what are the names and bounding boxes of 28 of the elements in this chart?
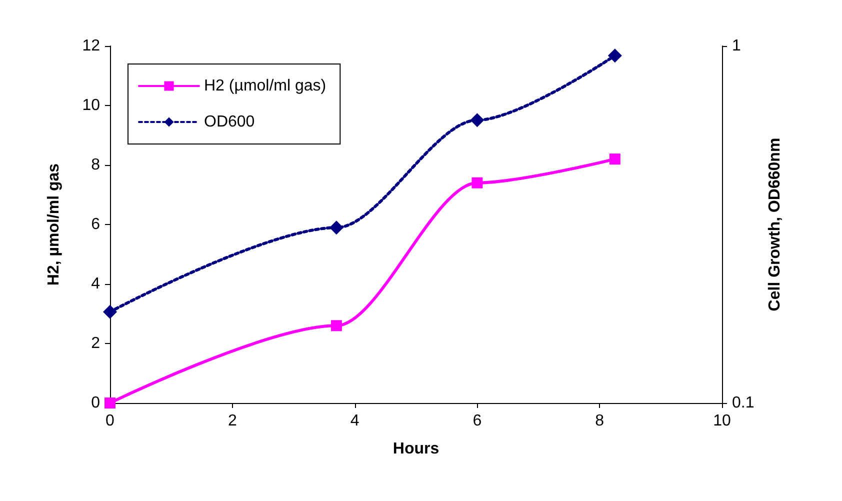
y-axis-title: H2, µmol/ml gas (46, 163, 62, 286)
point (472, 177, 483, 188)
x-tick-label: 6 (472, 412, 482, 430)
y-tick-label: 2 (91, 335, 100, 352)
y-tick-label: 0 (91, 394, 100, 412)
x-axis-title: Hours (392, 440, 440, 458)
point (608, 48, 622, 63)
y-tick-label: 6 (91, 216, 100, 233)
y2-tick-label: 0.1 (732, 394, 754, 412)
x-tick-label: 8 (595, 412, 604, 430)
y-tick-label: 4 (91, 276, 100, 292)
point (103, 304, 117, 319)
x-tick-label: 2 (228, 412, 237, 430)
y-tick-label: 12 (82, 38, 100, 54)
x-tick-label: 0 (106, 412, 115, 430)
point (104, 398, 116, 408)
legend-label: OD600 (204, 114, 255, 130)
legend-label: H2 (µmol/ml gas) (204, 78, 326, 94)
point (329, 220, 344, 235)
y2-axis-title: Cell Growth, OD660nm (766, 138, 784, 312)
x-tick-label: 4 (350, 412, 360, 430)
point (609, 154, 620, 165)
y-tick-label: 8 (91, 156, 100, 174)
point (470, 113, 484, 128)
y2-tick-label: 1 (732, 38, 741, 54)
x-tick-label: 10 (713, 412, 731, 430)
point (330, 320, 342, 332)
y-tick-label: 10 (82, 97, 100, 114)
